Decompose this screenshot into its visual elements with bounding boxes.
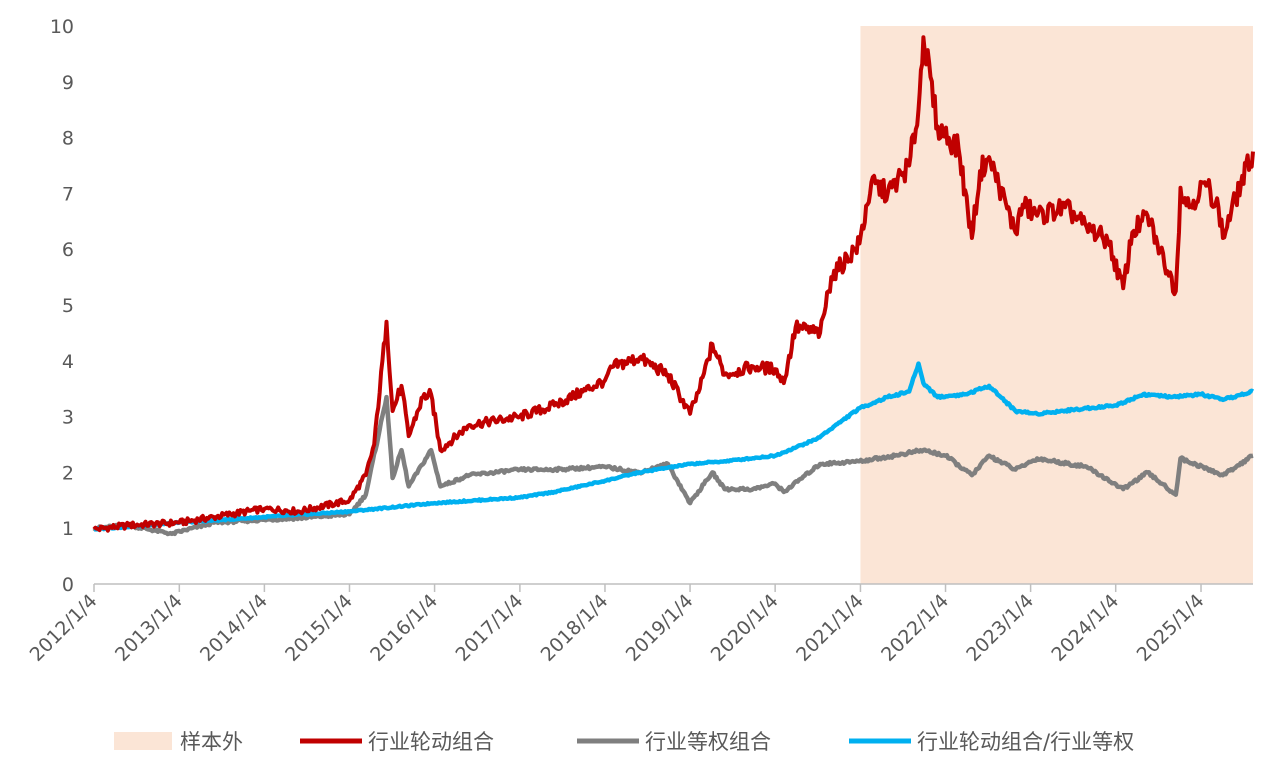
legend-label-out-of-sample: 样本外 xyxy=(180,730,243,754)
x-tick-label: 2013/1/4 xyxy=(111,590,187,666)
y-tick-label: 5 xyxy=(62,295,74,317)
y-tick-label: 4 xyxy=(62,351,74,373)
x-tick-label: 2018/1/4 xyxy=(537,590,613,666)
y-tick-label: 8 xyxy=(62,128,74,150)
y-tick-label: 6 xyxy=(62,239,74,261)
y-tick-label: 9 xyxy=(62,72,74,94)
y-tick-label: 10 xyxy=(50,16,74,38)
x-tick-label: 2012/1/4 xyxy=(26,590,102,666)
x-tick-label: 2015/1/4 xyxy=(281,590,357,666)
series-line-1 xyxy=(92,35,1255,533)
y-tick-label: 2 xyxy=(62,462,74,484)
x-tick-label: 2025/1/4 xyxy=(1133,590,1209,666)
legend-swatch-out-of-sample xyxy=(114,732,172,750)
y-tick-label: 1 xyxy=(62,518,74,540)
legend-label-3: 行业轮动组合/行业等权 xyxy=(917,730,1134,754)
out-of-sample-region xyxy=(860,26,1253,584)
legend-label-2: 行业等权组合 xyxy=(645,730,771,754)
y-tick-label: 0 xyxy=(62,574,74,596)
legend-label-1: 行业轮动组合 xyxy=(368,730,494,754)
x-tick-label: 2022/1/4 xyxy=(877,590,953,666)
y-tick-label: 3 xyxy=(62,407,74,429)
series-line-3 xyxy=(93,361,1255,532)
x-tick-label: 2014/1/4 xyxy=(196,590,272,666)
x-tick-label: 2023/1/4 xyxy=(962,590,1038,666)
x-tick-label: 2017/1/4 xyxy=(452,590,528,666)
x-tick-label: 2020/1/4 xyxy=(707,590,783,666)
x-tick-label: 2016/1/4 xyxy=(366,590,442,666)
x-tick-label: 2019/1/4 xyxy=(622,590,698,666)
legend: 样本外 行业轮动组合 行业等权组合 行业轮动组合/行业等权 xyxy=(114,730,1134,754)
series-line-2 xyxy=(92,394,1254,537)
x-tick-label: 2024/1/4 xyxy=(1047,590,1123,666)
y-tick-label: 7 xyxy=(62,183,74,205)
x-tick-label: 2021/1/4 xyxy=(792,590,868,666)
